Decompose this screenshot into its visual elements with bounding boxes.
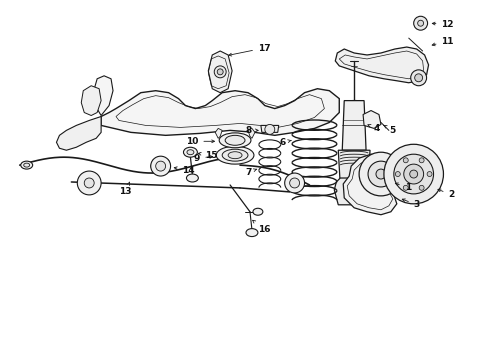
Ellipse shape xyxy=(228,152,242,159)
Circle shape xyxy=(84,178,94,188)
Polygon shape xyxy=(208,51,232,93)
Polygon shape xyxy=(338,150,370,185)
Circle shape xyxy=(214,66,226,78)
Polygon shape xyxy=(215,129,222,138)
Text: 14: 14 xyxy=(174,166,195,175)
Polygon shape xyxy=(101,89,339,135)
Polygon shape xyxy=(248,129,255,138)
Ellipse shape xyxy=(24,163,30,167)
Polygon shape xyxy=(363,111,381,129)
Text: 15: 15 xyxy=(198,151,218,160)
Text: 10: 10 xyxy=(186,137,215,146)
Circle shape xyxy=(411,70,427,86)
Circle shape xyxy=(285,173,305,193)
Circle shape xyxy=(403,158,408,163)
Circle shape xyxy=(419,158,424,163)
Circle shape xyxy=(403,185,408,190)
Text: 9: 9 xyxy=(194,154,213,163)
Circle shape xyxy=(265,125,275,134)
Ellipse shape xyxy=(225,135,245,145)
Text: 5: 5 xyxy=(384,125,395,135)
Circle shape xyxy=(417,20,424,26)
Circle shape xyxy=(394,154,434,194)
Text: 2: 2 xyxy=(438,189,455,199)
Circle shape xyxy=(427,172,432,176)
Ellipse shape xyxy=(21,161,33,169)
Ellipse shape xyxy=(253,208,263,215)
Circle shape xyxy=(376,169,386,179)
Text: 16: 16 xyxy=(253,220,270,234)
Ellipse shape xyxy=(216,146,254,164)
Circle shape xyxy=(384,144,443,204)
Polygon shape xyxy=(335,47,429,83)
Circle shape xyxy=(290,178,299,188)
Polygon shape xyxy=(56,117,101,150)
Text: 3: 3 xyxy=(402,199,420,209)
Text: 17: 17 xyxy=(229,44,270,56)
Text: 11: 11 xyxy=(432,37,454,46)
Ellipse shape xyxy=(222,149,248,161)
Circle shape xyxy=(77,171,101,195)
Ellipse shape xyxy=(187,150,194,155)
Circle shape xyxy=(414,16,428,30)
Text: 8: 8 xyxy=(245,126,258,135)
Text: 4: 4 xyxy=(368,124,380,133)
Polygon shape xyxy=(334,178,374,205)
Ellipse shape xyxy=(246,229,258,237)
Circle shape xyxy=(419,185,424,190)
Polygon shape xyxy=(93,76,113,116)
Circle shape xyxy=(415,74,422,82)
Text: 6: 6 xyxy=(280,138,292,147)
Circle shape xyxy=(359,152,403,196)
Polygon shape xyxy=(81,86,101,116)
Circle shape xyxy=(395,172,400,176)
Polygon shape xyxy=(343,154,399,215)
Text: 7: 7 xyxy=(245,167,257,176)
Text: 12: 12 xyxy=(432,20,454,29)
Ellipse shape xyxy=(187,174,198,182)
Ellipse shape xyxy=(219,133,251,148)
Circle shape xyxy=(156,161,166,171)
Text: 13: 13 xyxy=(119,182,131,197)
Circle shape xyxy=(151,156,171,176)
Polygon shape xyxy=(261,125,279,132)
Text: 1: 1 xyxy=(395,183,411,193)
Ellipse shape xyxy=(183,147,197,157)
Circle shape xyxy=(410,170,417,178)
Circle shape xyxy=(368,161,394,187)
Circle shape xyxy=(217,69,223,75)
Polygon shape xyxy=(342,100,366,150)
Circle shape xyxy=(404,164,424,184)
